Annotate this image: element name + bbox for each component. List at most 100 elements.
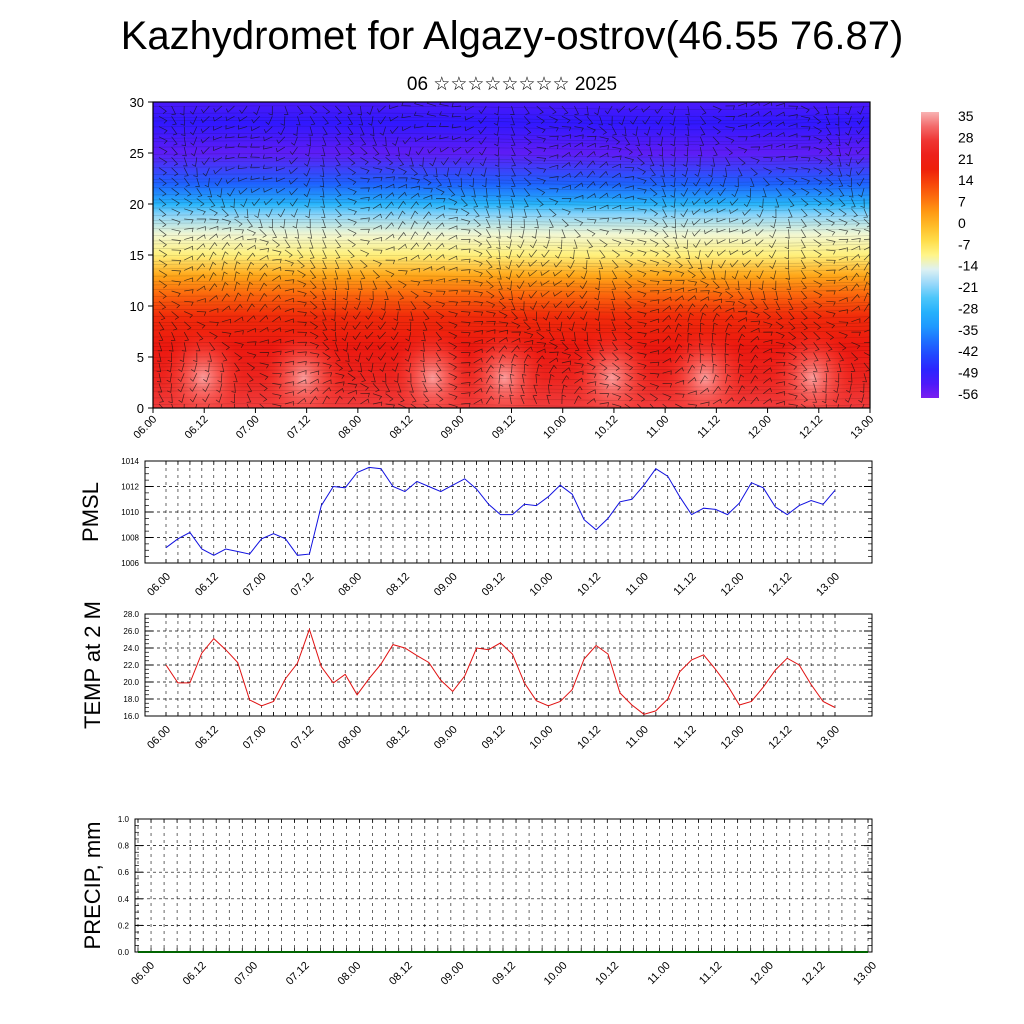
wind-barb [580,311,588,321]
contour-line [153,369,870,375]
wind-barb [448,341,458,350]
wind-barb [540,280,550,287]
wind-barb [294,229,300,239]
wind-barb [624,321,633,331]
wind-barb [549,357,559,364]
wind-barb [531,229,538,239]
wind-barb [788,393,798,400]
wind-barb [685,116,690,126]
wind-barb [183,187,192,197]
wind-barb [763,102,773,107]
wind-barb [272,275,282,281]
wind-barb [461,362,471,367]
wind-barb [284,350,295,355]
wind-barb [845,146,852,157]
wind-barb [485,364,494,374]
wind-barb [435,290,446,296]
wind-barb [687,322,693,333]
wind-barb [700,105,707,115]
wind-barb [529,301,538,311]
y-tick-label: 0.8 [118,842,130,851]
wind-barb [725,300,736,306]
wind-barb [347,249,355,259]
temp-series-line [165,627,836,715]
wind-barb [486,249,493,259]
wind-barb [495,167,500,178]
wind-barb [675,393,685,399]
y-tick-label: 26.0 [123,627,139,636]
wind-barb [517,290,525,301]
wind-barb [272,258,282,264]
wind-barb [611,270,618,280]
wind-barb [297,270,306,278]
wind-barb [800,177,811,185]
wind-barb [788,187,797,197]
x-tick-label: 08.00 [335,960,363,988]
wind-barb [360,136,367,146]
wind-barb [296,239,302,249]
wind-barb [750,354,759,364]
wind-barb [594,105,600,116]
wind-barb [485,218,491,228]
wind-barb [769,229,777,239]
wind-barb [662,335,672,343]
wind-barb [775,111,785,117]
precip-panel: 1.00.80.60.40.20.006.00 06.12 07.00 07.12 08… [80,815,879,988]
wind-barb [838,342,847,351]
wind-barb [813,229,822,238]
wind-barb [532,395,538,405]
wind-barb [523,321,532,331]
wind-barb [234,218,243,227]
wind-barb [687,343,693,353]
contour-line [153,321,870,326]
wind-barb [246,261,255,271]
contour-line [153,173,870,178]
wind-barb [725,385,733,394]
wind-barb [221,331,232,338]
wind-barb [158,290,167,299]
wind-barb [788,133,798,138]
wind-barb [624,393,633,402]
wind-barb [813,116,822,125]
wind-barb [189,126,198,136]
wind-barb [372,213,382,220]
wind-barb [263,175,273,181]
wind-barb [856,177,865,187]
wind-barb [834,116,840,126]
wind-barb [435,372,442,382]
heatmap-overlay [153,102,870,408]
wind-barb [536,187,546,196]
wind-barb [684,136,689,147]
x-tick-label: 09.00 [432,571,460,599]
wind-barb [523,311,528,321]
wind-barb [624,352,634,361]
wind-barb [763,157,773,162]
wind-barb [461,269,471,274]
wind-barb [851,198,856,208]
wind-barb [385,176,395,181]
wind-barb [410,210,419,220]
wind-barb [410,242,419,251]
wind-barb [498,300,507,310]
wind-barb [262,154,273,159]
wind-barb [435,331,443,341]
wind-barb [347,259,354,270]
wind-barb [246,228,256,237]
wind-barb [694,167,701,177]
wind-barb [347,218,357,226]
wind-barb [813,331,821,341]
wind-barb [509,374,515,384]
wind-barb [379,362,386,372]
contour-line [153,342,870,347]
wind-barb [700,296,710,302]
wind-barb [461,392,471,397]
wind-barb [209,271,217,281]
wind-barb [358,280,363,290]
wind-barb [825,167,834,177]
wind-barb [718,259,726,269]
wind-barb [234,403,235,408]
wind-barb [643,126,651,136]
wind-barb [268,106,273,116]
wind-barb [426,102,437,107]
wind-barb [561,208,571,216]
